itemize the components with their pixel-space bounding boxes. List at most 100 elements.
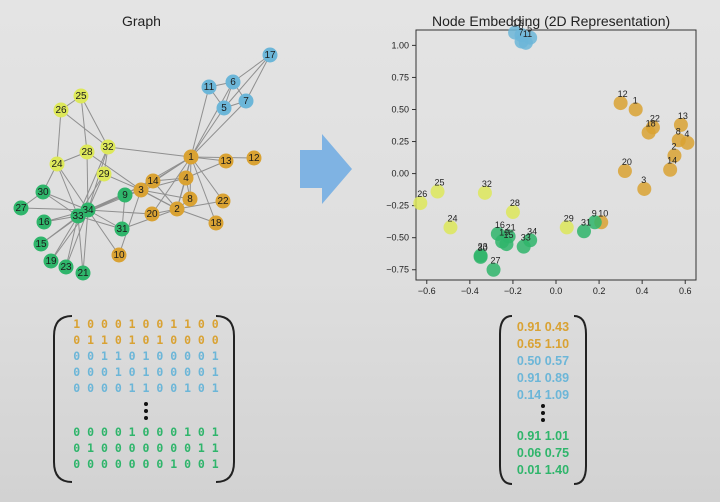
- embedding-row: 0.50 0.57: [517, 354, 569, 368]
- graph-node-label: 19: [45, 256, 57, 267]
- scatter-point-label: 4: [684, 129, 689, 139]
- graph-node-circle: [96, 166, 112, 182]
- scatter-point-13: 13: [673, 111, 688, 132]
- embedding-row: 0.06 0.75: [517, 446, 569, 460]
- graph-node-9: 9: [117, 187, 133, 203]
- scatter-point-label: 28: [510, 198, 520, 208]
- graph-node-circle: [117, 187, 133, 203]
- y-tick-label: 0.00: [391, 169, 409, 179]
- y-tick-label: 1.00: [391, 40, 409, 50]
- scatter-point-label: 7: [519, 28, 524, 38]
- scatter-point-marker: [486, 262, 501, 277]
- graph-node-label: 6: [230, 77, 236, 88]
- graph-edge: [56, 163, 79, 217]
- graph-edge: [65, 215, 79, 268]
- adjacency-matrix-brackets: [53, 315, 235, 483]
- scatter-point-20: 20: [617, 157, 632, 179]
- scatter-point-label: 23: [478, 242, 488, 252]
- scatter-point-24: 24: [443, 213, 458, 235]
- scatter-point-29: 29: [559, 213, 574, 235]
- graph-node-circle: [133, 182, 149, 198]
- graph-node-circle: [145, 173, 161, 189]
- embedding-row: 0.65 1.10: [517, 337, 569, 351]
- graph-node-circle: [35, 184, 51, 200]
- graph-edge: [77, 215, 84, 274]
- scatter-point-marker: [559, 220, 574, 235]
- graph-edge: [223, 54, 271, 109]
- scatter-point-marker: [518, 35, 533, 50]
- scatter-point-label: 34: [527, 226, 537, 236]
- scatter-point-28: 28: [505, 198, 520, 220]
- scatter-point-15: 15: [499, 230, 513, 252]
- scatter-point-9: 9: [587, 208, 602, 230]
- graph-node-32: 32: [100, 139, 116, 155]
- graph-node-circle: [144, 206, 160, 222]
- scatter-point-marker: [637, 181, 652, 196]
- scatter-point-marker: [641, 125, 656, 140]
- graph-edge: [190, 100, 247, 158]
- graph-node-24: 24: [49, 156, 65, 172]
- graph-node-14: 14: [145, 173, 161, 189]
- scatter-point-label: 15: [503, 230, 513, 240]
- graph-node-circle: [53, 102, 69, 118]
- graph-node-label: 27: [15, 203, 27, 214]
- graph-node-label: 11: [204, 82, 215, 93]
- graph-node-circle: [169, 201, 185, 217]
- graph-node-circle: [262, 47, 278, 63]
- scatter-point-label: 5: [527, 24, 532, 34]
- graph-edge: [140, 177, 187, 191]
- right-arrow-icon: [300, 134, 352, 204]
- scatter-point-31: 31: [577, 217, 591, 239]
- graph-node-23: 23: [58, 259, 74, 275]
- graph-node-circle: [13, 200, 29, 216]
- scatter-point-label: 20: [622, 157, 632, 167]
- scatter-point-label: 21: [506, 222, 516, 232]
- graph-edge: [190, 81, 234, 158]
- x-tick-label: −0.2: [504, 286, 522, 296]
- embedding-ellipsis: [541, 404, 545, 422]
- graph-node-label: 14: [147, 176, 159, 187]
- graph-node-label: 24: [51, 159, 63, 170]
- graph-node-label: 15: [35, 239, 47, 250]
- graph-node-label: 28: [81, 147, 93, 158]
- graph-node-6: 6: [225, 74, 241, 90]
- scatter-point-12: 12: [613, 89, 628, 111]
- graph-node-circle: [36, 214, 52, 230]
- plot-frame: [415, 29, 697, 281]
- graph-node-circle: [178, 170, 194, 186]
- scatter-point-label: 1: [633, 95, 638, 105]
- scatter-point-label: 24: [447, 213, 457, 223]
- graph-edge: [232, 54, 271, 83]
- scatter-point-marker: [667, 148, 682, 163]
- graph-node-label: 8: [187, 194, 193, 205]
- graph-edge: [56, 163, 89, 211]
- scatter-point-label: 29: [564, 213, 574, 223]
- graph-node-label: 30: [37, 187, 49, 198]
- graph-node-label: 23: [60, 262, 72, 273]
- graph-node-label: 31: [116, 224, 128, 235]
- graph-edge: [245, 54, 271, 102]
- scatter-point-marker: [577, 224, 591, 239]
- scatter-point-25: 25: [430, 178, 445, 199]
- scatter-point-label: 22: [650, 113, 660, 123]
- graph-node-label: 2: [174, 204, 180, 215]
- scatter-point-marker: [516, 239, 531, 254]
- x-tick-label: 0.0: [550, 286, 563, 296]
- graph-edge: [176, 200, 224, 210]
- graph-edge: [86, 151, 142, 191]
- graph-edge: [82, 209, 89, 274]
- graph-node-circle: [75, 265, 91, 281]
- graph-node-3: 3: [133, 182, 149, 198]
- scatter-point-label: 27: [491, 256, 501, 266]
- graph-node-17: 17: [262, 47, 278, 63]
- graph-node-circle: [208, 215, 224, 231]
- graph-node-21: 21: [75, 265, 91, 281]
- scatter-point-18: 18: [641, 119, 656, 140]
- scatter-point-11: 11: [518, 29, 533, 50]
- scatter-point-label: 18: [646, 119, 656, 129]
- x-tick-label: 0.6: [679, 286, 692, 296]
- scatter-point-marker: [443, 220, 458, 235]
- graph-node-label: 17: [264, 50, 276, 61]
